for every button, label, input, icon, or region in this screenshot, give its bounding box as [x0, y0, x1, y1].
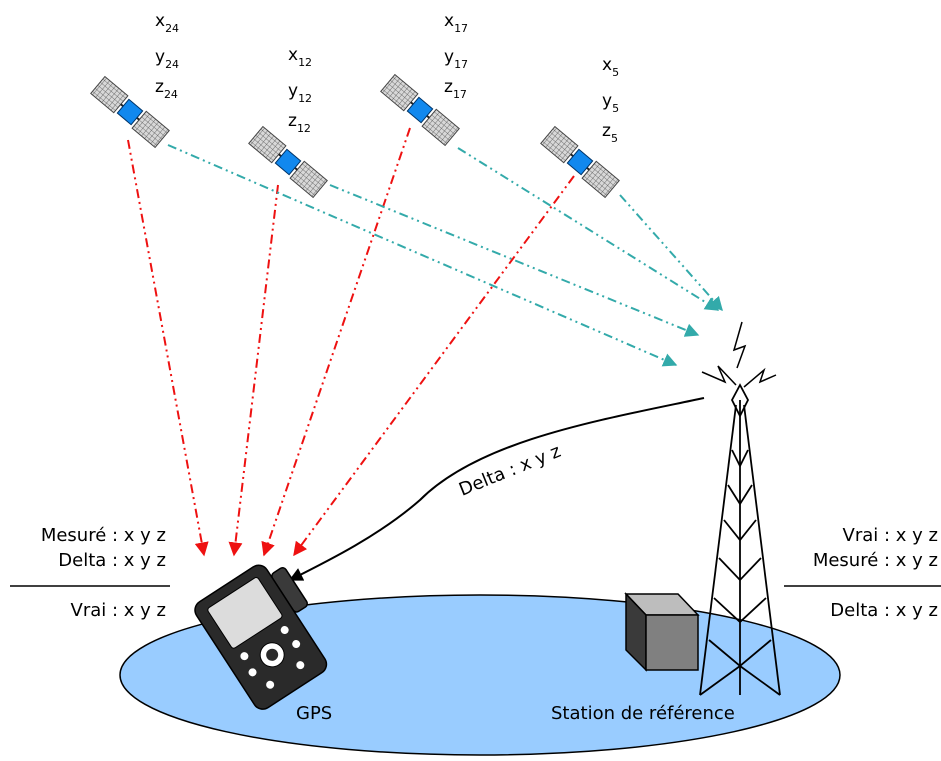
station-box-icon: [624, 592, 700, 672]
radio-wave-icon: [701, 321, 777, 388]
satellite-icon: [248, 125, 328, 199]
signal-sat24-gps: [127, 139, 209, 557]
satellite-coords-17: x17 y17 z17: [444, 11, 468, 101]
svg-text:Mesuré : x y z: Mesuré : x y z: [813, 550, 938, 571]
svg-text:y17: y17: [444, 47, 468, 71]
signal-sat17-gps: [261, 127, 411, 557]
signal-sat24-station: [167, 144, 678, 367]
gps-correction-panel: Mesuré : x y z Delta : x y z Vrai : x y …: [10, 525, 170, 621]
svg-text:x24: x24: [155, 11, 179, 35]
svg-text:z24: z24: [155, 77, 178, 101]
svg-text:y5: y5: [602, 91, 619, 115]
satellite-icon: [540, 125, 620, 199]
svg-text:z17: z17: [444, 77, 467, 101]
tower-icon: [699, 383, 781, 696]
gps-device-icon: [194, 564, 328, 710]
svg-text:y12: y12: [288, 81, 312, 105]
signal-sat17-station: [457, 147, 720, 311]
signal-sat12-station: [329, 184, 700, 337]
svg-text:Delta : x y z: Delta : x y z: [58, 550, 166, 571]
satellite-coords-24: x24 y24 z24: [155, 11, 179, 101]
gps-label: GPS: [296, 703, 332, 724]
svg-text:Vrai : x y z: Vrai : x y z: [843, 525, 938, 546]
signal-sat5-station: [619, 194, 723, 312]
satellite-coords-12: x12 y12 z12: [288, 45, 312, 135]
svg-text:Vrai : x y z: Vrai : x y z: [71, 600, 166, 621]
svg-text:z5: z5: [602, 121, 618, 145]
svg-text:z12: z12: [288, 111, 311, 135]
satellite-coords-5: x5 y5 z5: [602, 55, 619, 145]
satellite-icon: [380, 73, 460, 147]
station-signals: [167, 144, 723, 367]
svg-text:x17: x17: [444, 11, 468, 35]
svg-text:Mesuré : x y z: Mesuré : x y z: [41, 525, 166, 546]
signal-sat12-gps: [228, 184, 279, 557]
svg-text:y24: y24: [155, 47, 179, 71]
svg-text:Delta : x y z: Delta : x y z: [830, 600, 938, 621]
gps-signals: [127, 127, 575, 557]
station-label: Station de référence: [551, 703, 735, 724]
correction-link: [288, 397, 705, 581]
svg-text:x5: x5: [602, 55, 619, 79]
svg-text:x12: x12: [288, 45, 312, 69]
satellite-icon: [90, 75, 170, 149]
station-correction-panel: Vrai : x y z Mesuré : x y z Delta : x y …: [784, 525, 941, 621]
signal-sat5-gps: [293, 175, 575, 557]
link-label: Delta : x y z: [456, 441, 564, 501]
